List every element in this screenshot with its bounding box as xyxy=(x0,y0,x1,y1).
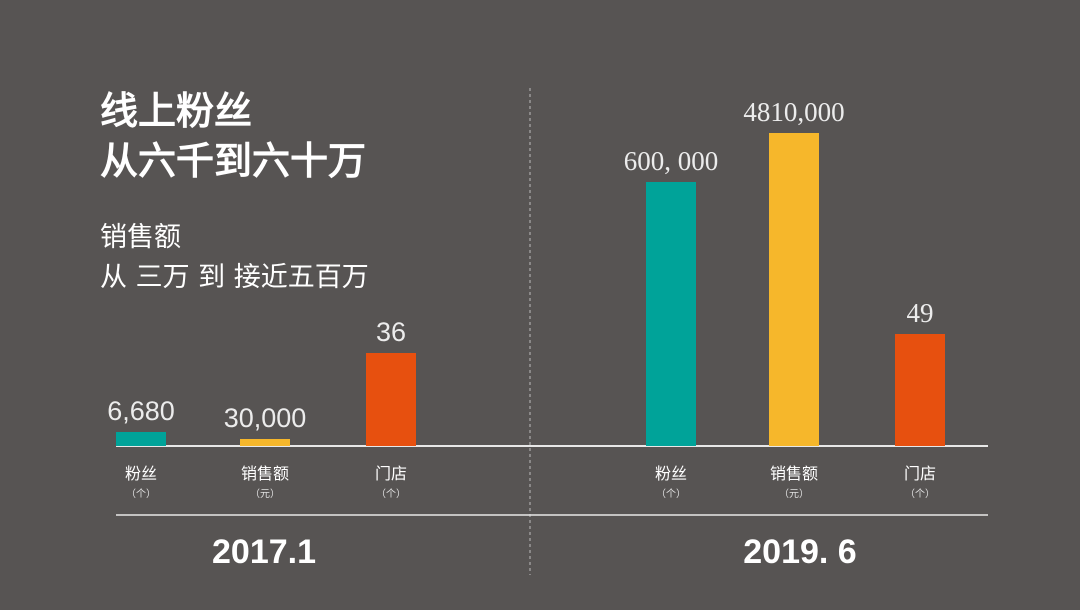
value-label-1-2: 49 xyxy=(907,298,934,328)
value-label-0-1: 30,000 xyxy=(224,403,307,433)
category-label-0-0: 粉丝 xyxy=(125,464,157,483)
bar-0-0 xyxy=(116,432,166,446)
unit-label-0-2: （个） xyxy=(376,488,406,500)
category-label-0-2: 门店 xyxy=(375,464,407,483)
value-label-0-2: 36 xyxy=(376,317,406,347)
category-label-1-2: 门店 xyxy=(904,464,936,483)
unit-label-1-2: （个） xyxy=(905,488,935,500)
category-label-1-0: 粉丝 xyxy=(655,464,687,483)
unit-label-1-0: （个） xyxy=(656,488,686,500)
bar-1-2 xyxy=(895,334,945,446)
bar-0-2 xyxy=(366,353,416,446)
unit-label-0-1: （元） xyxy=(250,488,280,500)
subheadline-line-2: 从 三万 到 接近五百万 xyxy=(100,262,369,293)
subheadline-line-1: 销售额 xyxy=(100,222,181,253)
headline-line-2: 从六千到六十万 xyxy=(100,139,367,183)
headline-line-1: 线上粉丝 xyxy=(100,89,253,133)
subheadline: 销售额 从 三万 到 接近五百万 xyxy=(100,218,369,298)
headline: 线上粉丝 从六千到六十万 xyxy=(100,86,366,186)
unit-label-1-1: （元） xyxy=(779,488,809,500)
bar-1-1 xyxy=(769,133,819,446)
value-label-1-0: 600, 000 xyxy=(624,146,719,176)
value-label-0-0: 6,680 xyxy=(107,396,175,426)
value-label-1-1: 4810,000 xyxy=(743,97,844,127)
unit-label-0-0: （个） xyxy=(126,488,156,500)
bar-1-0 xyxy=(646,182,696,446)
category-label-0-1: 销售额 xyxy=(241,464,289,483)
category-label-1-1: 销售额 xyxy=(770,464,818,483)
chart-marks: 6,680 粉丝 （个） 30,000 销售额 （元） 36 门店 （个） 2017.1 600, … xyxy=(107,97,945,571)
bar-0-1 xyxy=(240,439,290,446)
period-label-0: 2017.1 xyxy=(212,533,316,571)
period-label-1: 2019. 6 xyxy=(743,533,856,571)
